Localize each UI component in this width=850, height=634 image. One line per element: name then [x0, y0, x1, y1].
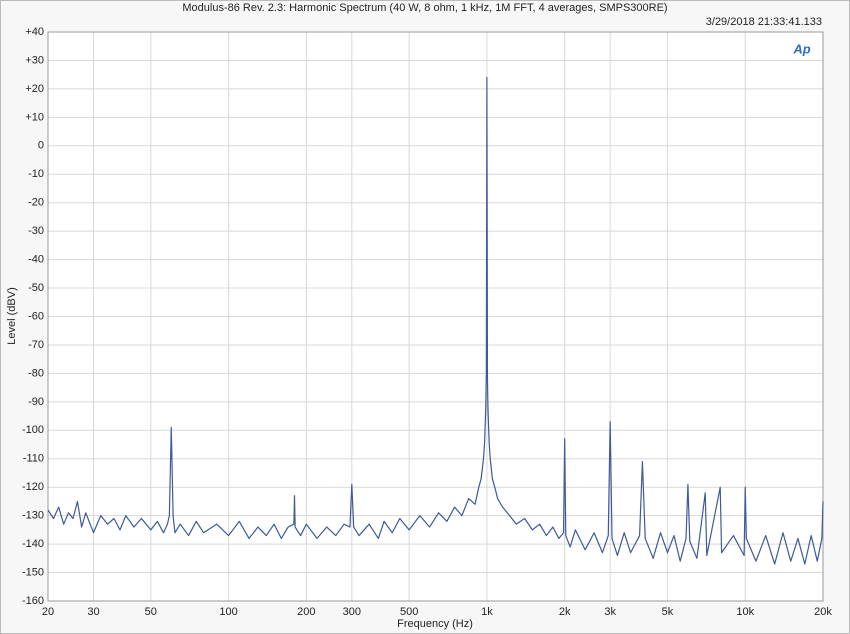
y-tick-label: -20	[28, 197, 44, 209]
y-tick-label: -120	[22, 481, 44, 493]
y-tick-label: -130	[22, 510, 44, 522]
x-tick-label: 200	[297, 606, 315, 618]
timestamp: 3/29/2018 21:33:41.133	[706, 16, 822, 28]
y-tick-label: -100	[22, 424, 44, 436]
y-tick-label: -70	[28, 339, 44, 351]
y-tick-label: -40	[28, 254, 44, 266]
x-axis-label: Frequency (Hz)	[397, 618, 473, 630]
y-tick-label: -140	[22, 538, 44, 550]
y-axis-label: Level (dBV)	[6, 287, 18, 344]
y-tick-label: -160	[22, 595, 44, 607]
x-tick-label: 20k	[814, 606, 832, 618]
y-tick-label: +20	[25, 83, 44, 95]
y-tick-label: 0	[38, 140, 44, 152]
x-tick-label: 1k	[481, 606, 493, 618]
y-tick-label: +30	[25, 54, 44, 66]
y-tick-label: -150	[22, 566, 44, 578]
chart-title: Modulus-86 Rev. 2.3: Harmonic Spectrum (…	[182, 2, 667, 14]
y-tick-label: -10	[28, 168, 44, 180]
y-tick-label: +10	[25, 111, 44, 123]
y-tick-label: -90	[28, 396, 44, 408]
x-tick-label: 2k	[559, 606, 571, 618]
x-tick-label: 50	[145, 606, 157, 618]
x-tick-label: 20	[42, 606, 54, 618]
y-tick-label: -80	[28, 367, 44, 379]
x-tick-label: 300	[343, 606, 361, 618]
y-tick-label: -50	[28, 282, 44, 294]
plot-border	[47, 31, 824, 602]
x-tick-label: 10k	[736, 606, 754, 618]
y-tick-label: -30	[28, 225, 44, 237]
spectrum-line	[47, 76, 824, 565]
y-tick-label: +40	[25, 26, 44, 38]
x-tick-label: 30	[87, 606, 99, 618]
x-tick-label: 5k	[662, 606, 674, 618]
y-tick-label: -110	[23, 453, 44, 465]
x-tick-label: 100	[219, 606, 237, 618]
x-tick-label: 3k	[604, 606, 616, 618]
y-tick-label: -60	[28, 310, 44, 322]
logo: Ap	[792, 41, 810, 56]
x-tick-label: 500	[400, 606, 418, 618]
